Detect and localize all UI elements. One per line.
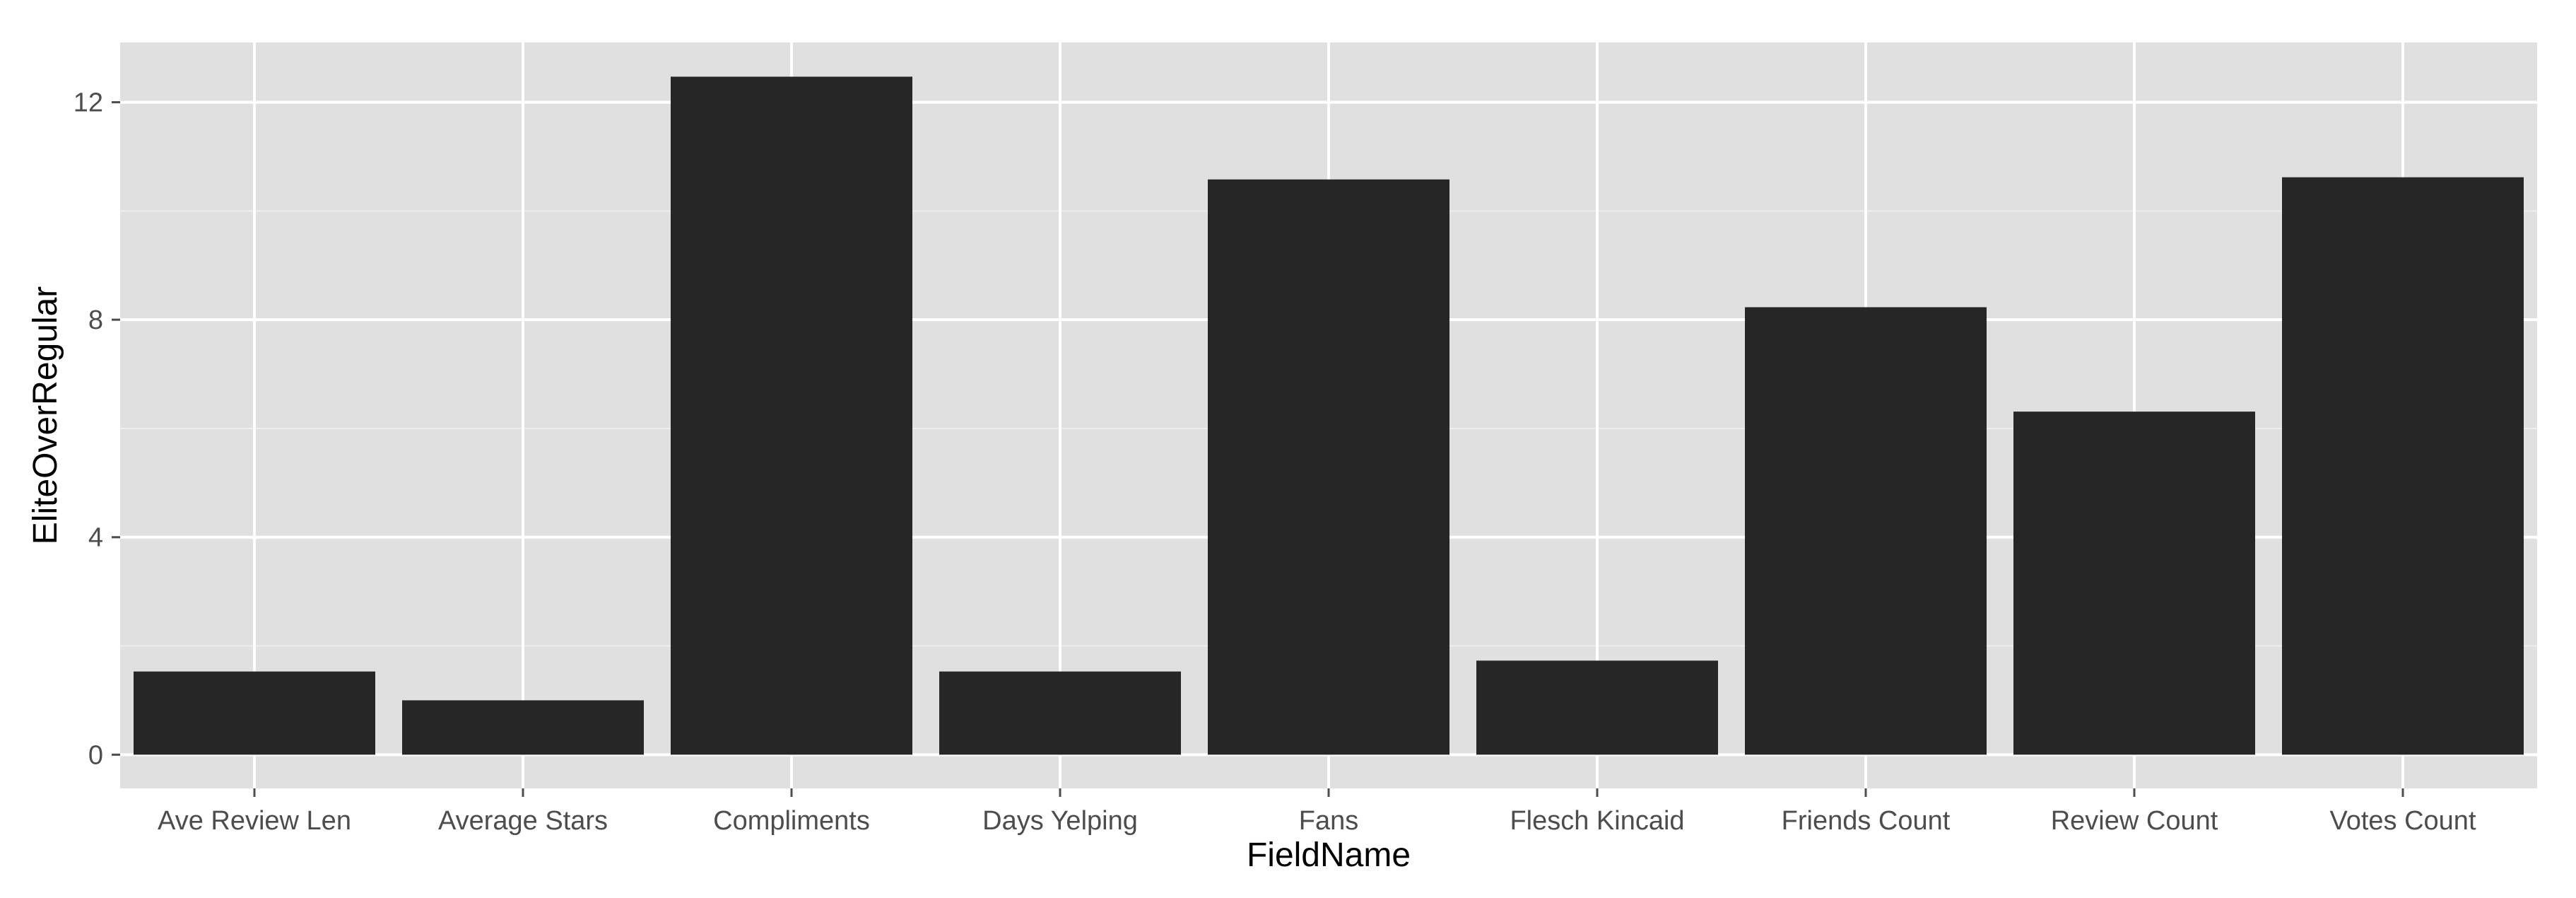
bar: [939, 671, 1181, 755]
bars: [134, 76, 2524, 755]
bar: [1745, 307, 1987, 755]
bar: [2013, 412, 2255, 755]
x-tick-label: Average Stars: [438, 806, 608, 836]
x-axis: Ave Review Len Average Stars Compliments Da…: [158, 788, 2476, 836]
x-tick-label: Friends Count: [1782, 806, 1951, 836]
bar: [1476, 660, 1718, 755]
x-tick-label: Fans: [1299, 806, 1358, 836]
x-tick-label: Votes Count: [2329, 806, 2476, 836]
y-tick-label: 0: [88, 740, 103, 770]
y-tick-label: 8: [88, 305, 103, 335]
x-tick-label: Review Count: [2051, 806, 2218, 836]
bar: [2282, 177, 2524, 755]
bar: [1208, 179, 1449, 755]
x-tick-label: Ave Review Len: [158, 806, 351, 836]
x-tick-label: Compliments: [713, 806, 870, 836]
y-tick-label: 12: [73, 88, 103, 118]
bar: [402, 700, 644, 755]
x-tick-label: Flesch Kincaid: [1510, 806, 1684, 836]
y-tick-label: 4: [88, 523, 103, 553]
bar: [671, 76, 912, 755]
bar: [134, 671, 375, 755]
y-axis-title: EliteOverRegular: [27, 286, 64, 545]
y-axis: 0 4 8 12: [73, 88, 120, 770]
x-axis-title: FieldName: [1247, 836, 1411, 874]
x-tick-label: Days Yelping: [982, 806, 1138, 836]
